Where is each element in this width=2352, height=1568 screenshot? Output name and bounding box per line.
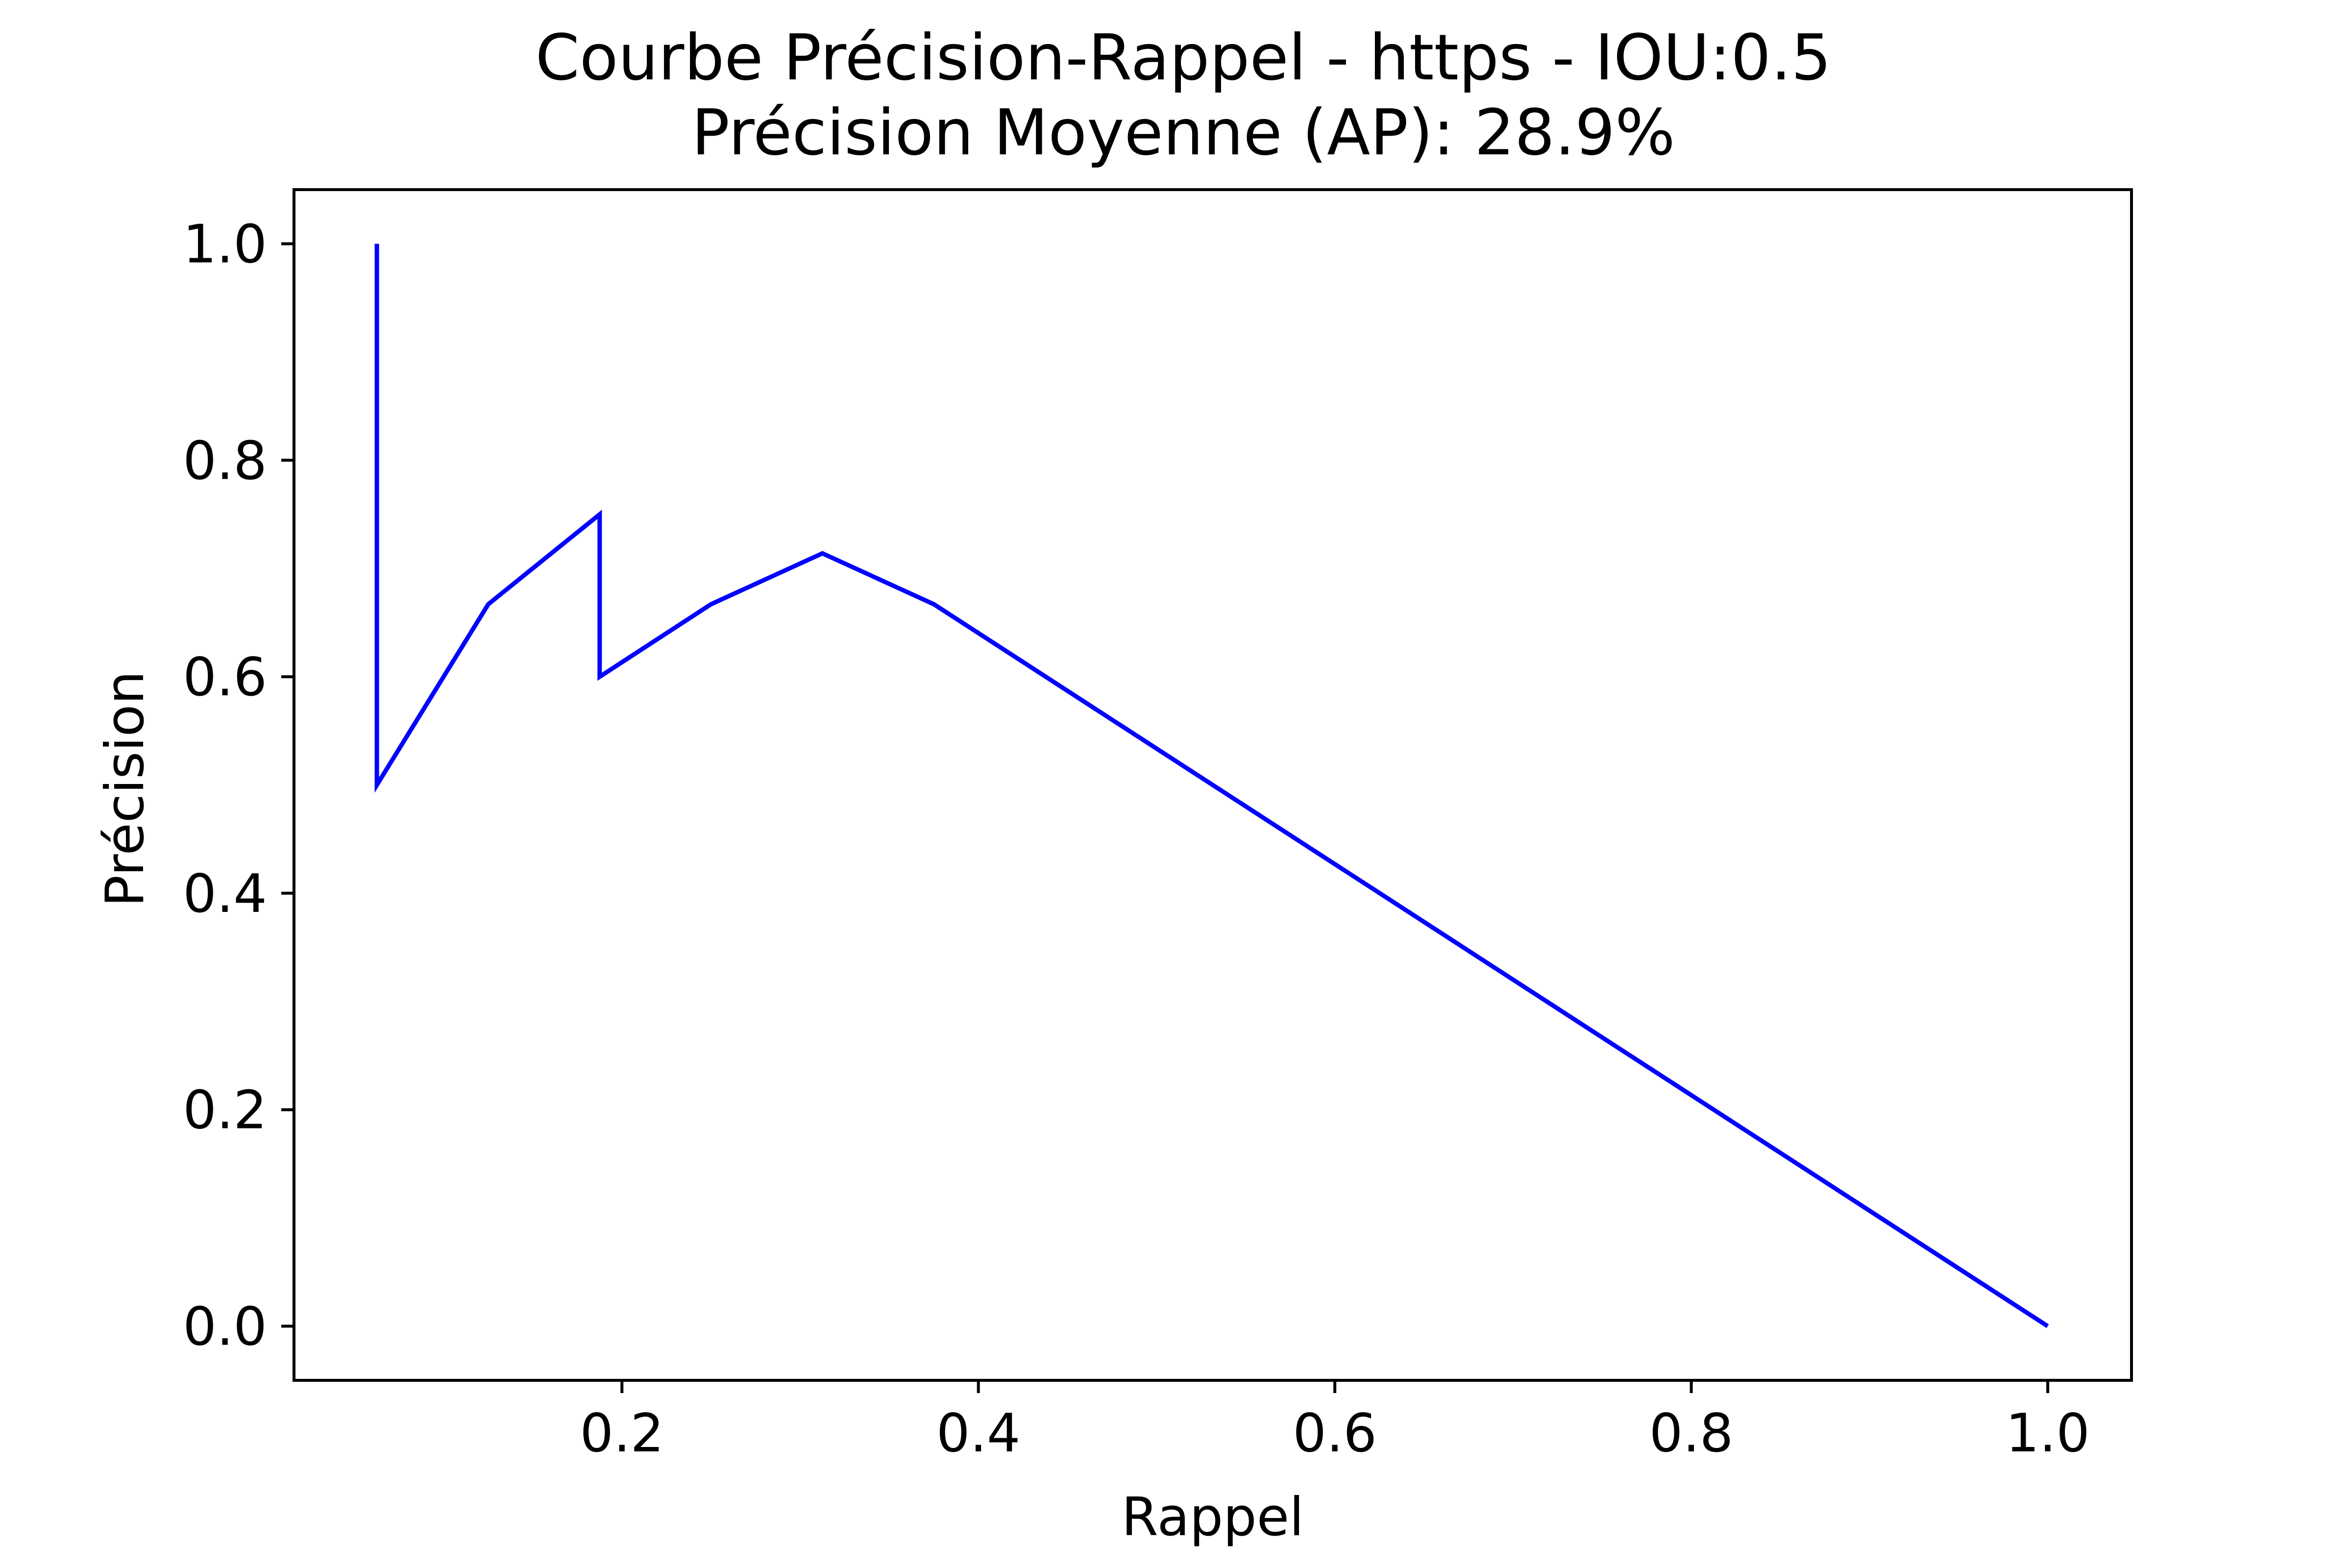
x-axis-label: Rappel bbox=[1122, 1487, 1304, 1548]
x-tick-label: 1.0 bbox=[2006, 1403, 2090, 1464]
y-tick-label: 0.0 bbox=[183, 1297, 267, 1358]
x-axis-ticks: 0.2 0.4 0.6 0.8 1.0 bbox=[580, 1380, 2090, 1464]
x-tick-label: 0.2 bbox=[580, 1403, 664, 1464]
x-tick-label: 0.6 bbox=[1293, 1403, 1377, 1464]
chart-subtitle: Précision Moyenne (AP): 28.9% bbox=[691, 96, 1675, 170]
plot-area bbox=[293, 188, 2133, 1382]
x-tick-label: 0.8 bbox=[1649, 1403, 1734, 1464]
plot-frame bbox=[293, 188, 2133, 1382]
y-tick-label: 0.8 bbox=[183, 430, 267, 491]
y-tick-label: 0.6 bbox=[183, 647, 267, 708]
x-tick-label: 0.4 bbox=[936, 1403, 1021, 1464]
y-tick-label: 0.4 bbox=[183, 863, 267, 925]
chart-title: Courbe Précision-Rappel - https - IOU:0.… bbox=[536, 21, 1832, 95]
y-tick-label: 0.2 bbox=[183, 1080, 267, 1141]
y-axis-ticks: 0.0 0.2 0.4 0.6 0.8 1.0 bbox=[183, 214, 294, 1358]
y-tick-label: 1.0 bbox=[183, 214, 267, 275]
series-line-1 bbox=[374, 244, 2049, 1328]
y-axis-label: Précision bbox=[95, 671, 156, 907]
